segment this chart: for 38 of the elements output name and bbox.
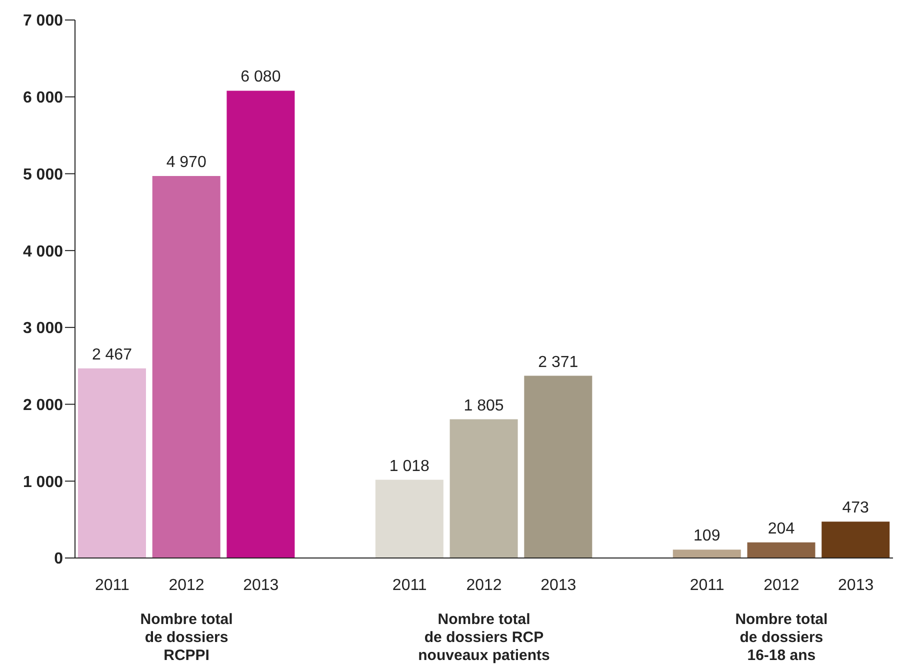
data-label: 6 080	[240, 68, 281, 86]
y-tick-label: 7 000	[22, 12, 64, 30]
data-label: 2 371	[538, 354, 578, 371]
y-tick-label: 2 000	[22, 396, 64, 414]
y-tick-label: 5 000	[22, 166, 64, 184]
data-label: 109	[694, 528, 720, 545]
text: Nombre total de dossiers RCPPI	[140, 611, 233, 664]
y-tick-label: 4 000	[22, 243, 64, 260]
bar	[226, 90, 295, 558]
data-label: 4 970	[166, 154, 206, 172]
x-tick-label: 2011	[690, 577, 724, 594]
y-tick-label: 0	[54, 550, 64, 568]
y-tick-label: 3 000	[22, 320, 64, 338]
text: Nombre total de dossiers RCP nouveaux patients	[418, 611, 550, 664]
bar	[78, 368, 146, 558]
bar	[672, 550, 741, 558]
bar	[747, 542, 816, 558]
x-tick-label: 2011	[392, 577, 427, 594]
y-tick-label: 6 000	[22, 90, 64, 107]
y-tick-label: 1 000	[22, 474, 64, 491]
x-tick-label: 2012	[764, 577, 800, 594]
data-label: 2 467	[92, 346, 132, 364]
bar	[375, 480, 444, 558]
data-label: 1 805	[464, 397, 504, 414]
data-label: 473	[842, 500, 870, 517]
x-tick-label: 2013	[243, 577, 279, 594]
x-tick-label: 2012	[466, 577, 502, 594]
bar	[152, 176, 220, 558]
bar	[822, 522, 890, 558]
bar	[450, 419, 518, 558]
bar	[524, 376, 592, 558]
x-tick-label: 2011	[94, 577, 130, 594]
data-label: 204	[768, 520, 795, 538]
text: Nombre total de dossiers 16-18 ans	[735, 611, 828, 664]
x-tick-label: 2012	[168, 577, 204, 594]
data-label: 1 018	[389, 458, 430, 475]
x-tick-label: 2013	[838, 577, 874, 594]
x-tick-label: 2013	[540, 577, 576, 594]
